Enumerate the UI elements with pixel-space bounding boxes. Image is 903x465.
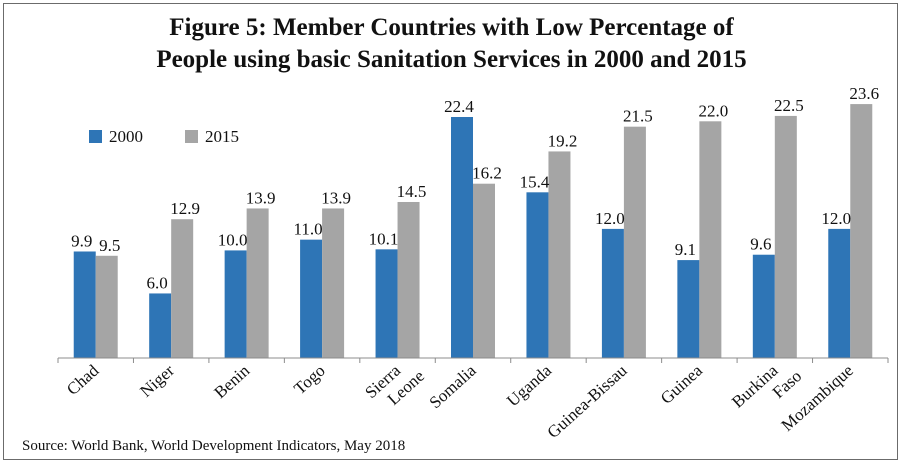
bar-2000-somalia bbox=[451, 117, 473, 358]
legend: 2000 2015 bbox=[89, 127, 239, 146]
data-label-2000-chad: 9.9 bbox=[71, 231, 92, 250]
bar-2015-niger bbox=[171, 219, 194, 358]
data-label-2000-benin: 10.0 bbox=[218, 230, 248, 249]
data-label-2000-mozambique: 12.0 bbox=[821, 209, 851, 228]
x-tick-label-guinea: Guinea bbox=[657, 361, 707, 408]
bar-2000-sierra-leone bbox=[375, 249, 398, 358]
bar-2015-somalia bbox=[473, 183, 495, 358]
bar-2015-uganda bbox=[548, 151, 571, 358]
bars-group bbox=[73, 104, 873, 359]
x-tick-label-sierra-leone: SierraLeone bbox=[361, 351, 428, 417]
legend-label-2015: 2015 bbox=[205, 127, 239, 146]
bar-2015-mozambique bbox=[850, 104, 873, 358]
bar-2000-mozambique bbox=[828, 228, 851, 358]
bar-2015-togo bbox=[322, 208, 345, 358]
x-tick-label-guinea-bissau: Guinea-Bissau bbox=[543, 361, 630, 442]
data-label-2015-togo: 13.9 bbox=[321, 188, 351, 207]
data-label-2015-chad: 9.5 bbox=[99, 236, 120, 255]
x-tick-label-benin: Benin bbox=[210, 361, 253, 403]
chart-title-line-2: People using basic Sanitation Services i… bbox=[156, 46, 747, 73]
data-labels-group: 9.9 9.5 6.0 12.9 10.0 13.9 11.0 13.9 10.1 14.5 22.… bbox=[71, 84, 879, 292]
chart-frame bbox=[3, 3, 898, 460]
x-tick-label-togo: Togo bbox=[290, 361, 329, 398]
x-tick-label-somalia: Somalia bbox=[426, 361, 480, 413]
data-label-2000-sierra-leone: 10.1 bbox=[369, 229, 399, 248]
bar-2015-guinea bbox=[699, 121, 722, 358]
x-tick-label-niger: Niger bbox=[136, 361, 178, 401]
bar-2000-uganda bbox=[526, 192, 549, 358]
data-label-2015-guinea-bissau: 21.5 bbox=[623, 107, 653, 126]
data-label-2000-burkina-faso: 9.6 bbox=[750, 235, 771, 254]
bar-2015-guinea-bissau bbox=[623, 126, 646, 358]
data-label-2015-sierra-leone: 14.5 bbox=[397, 182, 427, 201]
data-label-2015-mozambique: 23.6 bbox=[849, 84, 879, 103]
bar-2015-benin bbox=[246, 208, 269, 358]
bar-2000-benin bbox=[224, 250, 247, 358]
bar-2000-guinea-bissau bbox=[601, 228, 624, 358]
legend-label-2000: 2000 bbox=[109, 127, 143, 146]
bar-2015-chad bbox=[95, 255, 118, 358]
data-label-2000-guinea: 9.1 bbox=[675, 240, 696, 259]
bar-2000-chad bbox=[73, 251, 96, 358]
bar-2000-guinea bbox=[677, 260, 700, 358]
legend-swatch-2015 bbox=[185, 130, 198, 143]
data-label-2015-guinea: 22.0 bbox=[698, 101, 728, 120]
x-tick-label-chad: Chad bbox=[63, 361, 103, 399]
data-label-2015-niger: 12.9 bbox=[170, 199, 200, 218]
data-label-2000-niger: 6.0 bbox=[147, 273, 168, 292]
data-label-2015-somalia: 16.2 bbox=[472, 164, 502, 183]
chart-title-line-1: Figure 5: Member Countries with Low Perc… bbox=[169, 14, 734, 41]
source-note: Source: World Bank, World Development In… bbox=[22, 438, 406, 454]
data-label-2000-togo: 11.0 bbox=[294, 220, 323, 239]
bar-2015-sierra-leone bbox=[397, 201, 420, 358]
bar-2015-burkina-faso bbox=[774, 115, 797, 359]
data-label-2000-uganda: 15.4 bbox=[520, 172, 550, 191]
legend-swatch-2000 bbox=[89, 130, 102, 143]
data-label-2015-burkina-faso: 22.5 bbox=[774, 96, 804, 115]
data-label-2000-somalia: 22.4 bbox=[444, 97, 474, 116]
bar-2000-niger bbox=[149, 293, 172, 358]
bar-2000-burkina-faso bbox=[752, 254, 775, 358]
data-label-2015-benin: 13.9 bbox=[246, 188, 276, 207]
data-label-2015-uganda: 19.2 bbox=[548, 131, 578, 150]
data-label-2000-guinea-bissau: 12.0 bbox=[595, 209, 625, 228]
x-tick-label-uganda: Uganda bbox=[503, 361, 555, 411]
bar-2000-togo bbox=[300, 239, 323, 358]
